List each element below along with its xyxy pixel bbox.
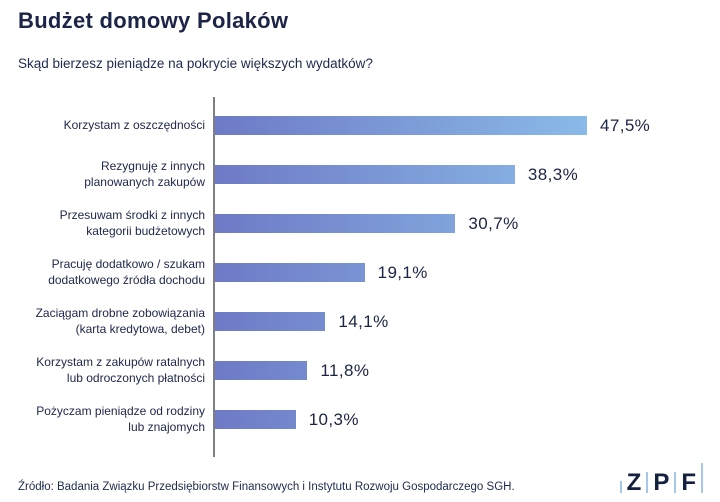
value-label: 14,1% [338, 311, 389, 331]
bar-area: 30,7% [205, 214, 720, 234]
logo-bar-icon [646, 472, 649, 493]
bar-area: 38,3% [205, 165, 720, 185]
bar-area: 19,1% [205, 263, 720, 283]
bar [215, 214, 456, 233]
bar-chart: Korzystam z oszczędności 47,5% Rezygnuję z… [0, 97, 720, 457]
chart-row: Korzystam z zakupów ratalnych lub odroczo… [0, 346, 720, 395]
bar [215, 312, 326, 331]
bar-area: 10,3% [205, 410, 720, 430]
category-label: Rezygnuję z innych planowanych zakupów [84, 158, 205, 189]
chart-row: Korzystam z oszczędności 47,5% [0, 101, 720, 150]
value-label: 19,1% [377, 262, 428, 282]
logo-bar-icon [619, 481, 622, 493]
logo-bar-icon [674, 472, 677, 493]
chart-row: Pracuję dodatkowo / szukam dodatkowego źr… [0, 248, 720, 297]
chart-row: Pożyczam pieniądze od rodziny lub znajomy… [0, 395, 720, 444]
bar [215, 165, 515, 184]
value-label: 47,5% [600, 115, 651, 135]
logo-letter-p: P [653, 469, 670, 496]
category-label: Korzystam z oszczędności [63, 117, 205, 132]
bar-area: 47,5% [205, 116, 720, 136]
y-axis-line [213, 97, 215, 457]
logo-bar-icon [701, 463, 703, 493]
bar-area: 11,8% [205, 361, 720, 381]
category-label: Przesuwam środki z innych kategorii budże… [59, 207, 205, 238]
chart-row: Przesuwam środki z innych kategorii budże… [0, 199, 720, 248]
category-label: Pożyczam pieniądze od rodziny lub znajomy… [36, 403, 205, 434]
page-title: Budżet domowy Polaków [18, 8, 289, 33]
category-label: Zaciągam drobne zobowiązania (karta kredy… [35, 305, 205, 336]
bar [215, 361, 308, 380]
category-label: Pracuję dodatkowo / szukam dodatkowego źr… [48, 256, 205, 287]
bar [215, 263, 365, 282]
bar [215, 116, 587, 135]
value-label: 10,3% [308, 409, 359, 429]
value-label: 38,3% [527, 164, 579, 184]
chart-question: Skąd bierzesz pieniądze na pokrycie więk… [18, 56, 373, 71]
bar [215, 410, 296, 429]
chart-row: Rezygnuję z innych planowanych zakupów 38,… [0, 150, 720, 199]
source-note: Źródło: Badania Związku Przedsiębiorstw … [18, 481, 515, 493]
logo-letter-f: F [681, 469, 696, 496]
chart-row: Zaciągam drobne zobowiązania (karta kredy… [0, 297, 720, 346]
value-label: 11,8% [320, 360, 370, 380]
logo-letter-z: Z [626, 469, 642, 496]
bar-area: 14,1% [205, 312, 720, 332]
category-label: Korzystam z zakupów ratalnych lub odroczo… [36, 354, 205, 385]
value-label: 30,7% [468, 213, 519, 233]
chart-rows: Korzystam z oszczędności 47,5% Rezygnuję z… [0, 101, 720, 444]
zpf-logo: Z P F [619, 463, 703, 496]
